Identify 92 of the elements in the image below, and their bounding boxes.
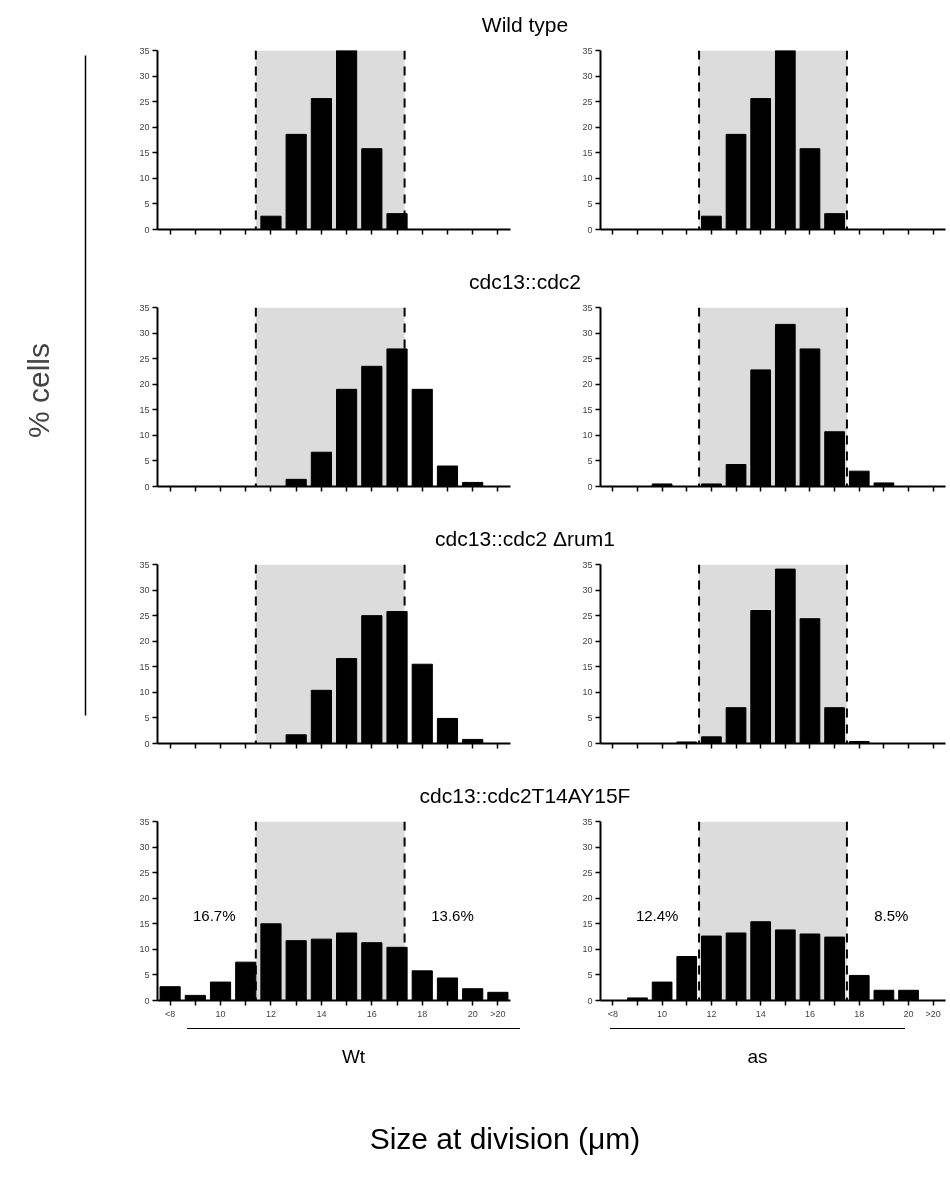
y-tick-label: 10 [582,944,593,955]
x-tick-label: 12 [706,1008,717,1019]
x-tick-label: 16 [366,1008,377,1019]
annotation: 13.6% [431,907,474,924]
y-tick-label: 30 [582,585,593,596]
y-tick-label: 20 [582,893,593,904]
y-tick-label: 25 [139,353,150,364]
x-tick-label: 16 [804,1008,815,1019]
y-tick-label: 35 [139,45,150,56]
x-tick-label: 10 [657,1008,668,1019]
y-tick-label: 35 [582,45,593,56]
chart-title: cdc13::cdc2 [467,269,583,295]
y-tick-label: 35 [582,559,593,570]
y-tick-label: 15 [139,661,150,672]
y-tick-label: 5 [144,198,150,209]
x-tick-label: 20 [903,1008,914,1019]
y-tick-label: 20 [139,636,150,647]
y-tick-label: 5 [587,455,593,466]
x-tick-label: <8 [164,1008,176,1019]
y-tick-label: 20 [582,636,593,647]
y-tick-label: 0 [587,224,593,235]
x-tick-label: 14 [755,1008,766,1019]
x-tick-label: 12 [265,1008,276,1019]
y-tick-label: 30 [582,71,593,82]
y-tick-label: 15 [582,661,593,672]
y-tick-label: 0 [144,995,150,1006]
x-tick-label: >20 [490,1008,506,1019]
y-tick-label: 5 [587,712,593,723]
x-tick-label: <8 [607,1008,618,1019]
y-tick-label: 10 [139,173,150,184]
y-tick-label: 10 [582,687,593,698]
x-tick-label: 14 [316,1008,327,1019]
chart-title: cdc13::cdc2 Δrum1 [434,526,616,552]
chart-title: Wild type [480,12,570,38]
y-tick-label: 15 [582,404,593,415]
x-tick-label: 10 [215,1008,226,1019]
y-tick-label: 25 [139,610,150,621]
y-tick-label: 5 [144,712,150,723]
y-tick-label: 25 [139,96,150,107]
y-tick-label: 5 [144,969,150,980]
y-tick-label: 30 [139,842,150,853]
y-tick-label: 15 [582,918,593,929]
y-tick-label: 5 [144,455,150,466]
chart-title: cdc13::cdc2T14AY15F [418,783,632,809]
annotation: 8.5% [874,907,909,924]
y-tick-label: 20 [139,893,150,904]
x-tick-label: 18 [417,1008,428,1019]
y-tick-label: 25 [582,610,593,621]
x-tick-label: 20 [467,1008,478,1019]
y-tick-label: 0 [587,995,593,1006]
y-tick-label: 35 [582,816,593,827]
y-tick-label: 25 [139,867,150,878]
y-tick-label: 35 [582,302,593,313]
y-tick-label: 15 [582,147,593,158]
x-axis-title: Wt [187,1028,520,1071]
y-tick-label: 20 [139,122,150,133]
y-tick-label: 0 [144,738,150,749]
y-tick-label: 5 [587,198,593,209]
y-tick-label: 10 [139,687,150,698]
y-tick-label: 10 [139,430,150,441]
y-tick-label: 5 [587,969,593,980]
text: Size at division (μm) [368,1121,642,1157]
y-tick-label: 15 [139,147,150,158]
y-tick-label: 10 [139,944,150,955]
y-tick-label: 30 [582,842,593,853]
y-tick-label: 30 [139,71,150,82]
x-axis-title: as [610,1028,905,1071]
y-tick-label: 20 [582,122,593,133]
y-tick-label: 35 [139,302,150,313]
y-tick-label: 15 [139,404,150,415]
y-tick-label: 10 [582,173,593,184]
y-tick-label: 0 [587,738,593,749]
y-tick-label: 25 [582,353,593,364]
y-tick-label: 30 [139,328,150,339]
y-tick-label: 35 [139,559,150,570]
annotation: 16.7% [192,907,236,924]
y-tick-label: 0 [144,481,150,492]
y-axis-title: % cells [22,342,55,439]
x-tick-label: >20 [925,1008,941,1019]
y-tick-label: 25 [582,867,593,878]
y-tick-label: 30 [582,328,593,339]
y-tick-label: 25 [582,96,593,107]
y-tick-label: 20 [139,379,150,390]
x-tick-label: 18 [854,1008,865,1019]
y-tick-label: 30 [139,585,150,596]
y-tick-label: 35 [139,816,150,827]
y-tick-label: 0 [144,224,150,235]
y-tick-label: 15 [139,918,150,929]
y-tick-label: 0 [587,481,593,492]
annotation: 12.4% [635,907,679,924]
y-tick-label: 20 [582,379,593,390]
y-tick-label: 10 [582,430,593,441]
